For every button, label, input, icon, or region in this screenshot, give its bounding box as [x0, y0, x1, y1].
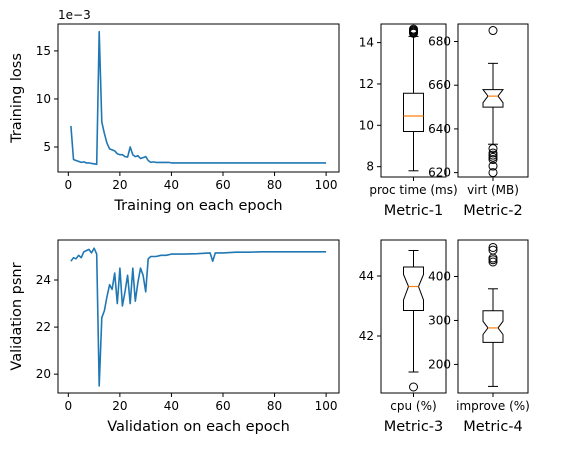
- y-tick-label: 10: [359, 118, 374, 132]
- x-axis-label: Validation on each epoch: [107, 419, 290, 435]
- box: [481, 89, 505, 108]
- metric-title: Metric-4: [463, 419, 523, 435]
- box: [403, 266, 424, 311]
- metric-title: Metric-2: [463, 203, 523, 219]
- y-tick-label: 42: [359, 329, 374, 343]
- y-tick-label: 200: [428, 357, 451, 371]
- y-tick-label: 640: [428, 122, 451, 136]
- y-tick-label: 20: [36, 367, 51, 381]
- y-tick-label: 44: [359, 269, 374, 283]
- offset-label: 1e−3: [58, 8, 91, 22]
- x-tick-label: 0: [64, 178, 72, 192]
- y-axis-label: Training loss: [9, 53, 25, 144]
- outlier-point: [488, 161, 498, 171]
- x-tick-label: 80: [267, 178, 282, 192]
- y-tick-label: 8: [366, 160, 374, 174]
- outlier-point: [488, 26, 498, 36]
- x-tick-label: 20: [112, 178, 127, 192]
- axes-frame: [57, 23, 340, 173]
- y-tick-label: 620: [428, 166, 451, 180]
- y-tick-label: 680: [428, 34, 451, 48]
- y-tick-label: 14: [359, 36, 374, 50]
- x-tick-label: 0: [64, 399, 72, 413]
- axes-frame: [57, 239, 340, 394]
- outlier-point: [409, 24, 418, 34]
- outlier-point: [488, 155, 498, 165]
- x-axis-label: Training on each epoch: [113, 198, 282, 214]
- y-tick-label: 5: [43, 140, 51, 154]
- outlier-point: [488, 242, 498, 252]
- y-tick-label: 15: [36, 44, 51, 58]
- series-line: [70, 247, 327, 387]
- y-tick-label: 300: [428, 313, 451, 327]
- outlier-point: [488, 148, 498, 158]
- x-tick-label: virt (MB): [467, 183, 519, 197]
- outlier-point: [488, 150, 498, 160]
- x-tick-label: 60: [215, 178, 230, 192]
- x-tick-label: 100: [315, 178, 338, 192]
- x-tick-label: improve (%): [456, 399, 530, 413]
- x-tick-label: 100: [315, 399, 338, 413]
- series-line: [70, 30, 327, 166]
- y-tick-label: 22: [36, 320, 51, 334]
- x-tick-label: cpu (%): [390, 399, 436, 413]
- outlier-point: [488, 245, 498, 255]
- y-tick-label: 12: [359, 77, 374, 91]
- y-tick-label: 400: [428, 269, 451, 283]
- y-tick-label: 10: [36, 92, 51, 106]
- outlier-point: [409, 382, 418, 392]
- x-tick-label: 80: [267, 399, 282, 413]
- box: [482, 310, 504, 343]
- outlier-point: [488, 144, 498, 154]
- x-tick-label: 40: [164, 399, 179, 413]
- y-tick-label: 24: [36, 273, 51, 287]
- y-axis-label: Validation psnr: [9, 262, 25, 370]
- x-tick-label: 40: [164, 178, 179, 192]
- outlier-point: [488, 257, 498, 267]
- x-tick-label: 20: [112, 399, 127, 413]
- outlier-point: [488, 168, 498, 178]
- x-tick-label: 60: [215, 399, 230, 413]
- metric-title: Metric-3: [384, 419, 444, 435]
- outlier-point: [488, 152, 498, 162]
- x-tick-label: proc time (ms): [369, 183, 457, 197]
- metric-title: Metric-1: [384, 203, 444, 219]
- box: [403, 92, 424, 133]
- y-tick-label: 660: [428, 78, 451, 92]
